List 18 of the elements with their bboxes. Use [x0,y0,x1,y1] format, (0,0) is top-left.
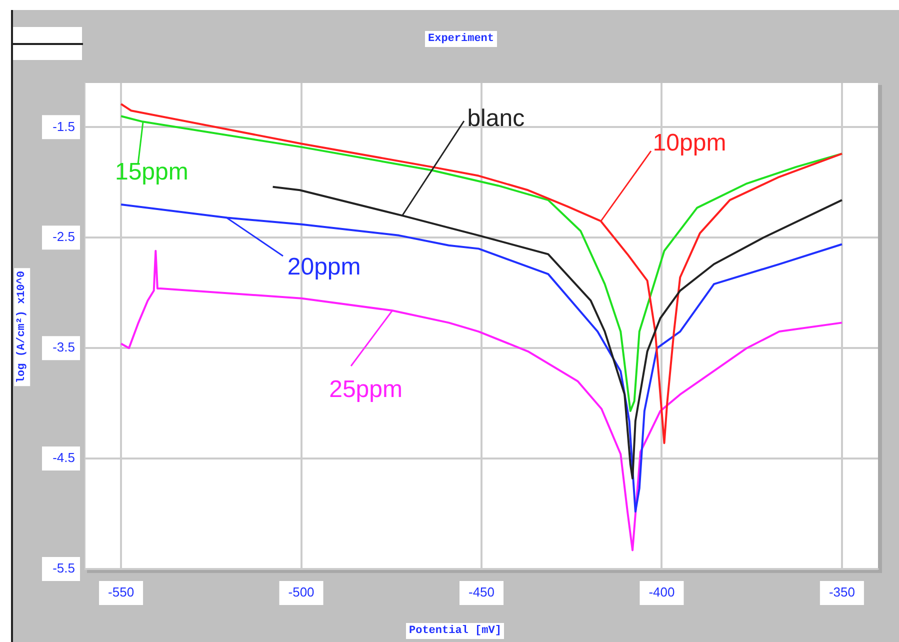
text: blanc [467,105,525,132]
y-tick-label: -2.5 [52,229,75,244]
y-tick-label: -5.5 [52,560,75,576]
x-axis-title: Potential [mV] [406,623,504,639]
y-tick-label: -3.5 [52,340,75,355]
x-tick-label: -500 [288,584,314,600]
x-tick-label: -450 [468,584,495,600]
x-tick-label: -400 [648,584,675,600]
legend-label: 15ppm [114,158,188,186]
legend-label: 25ppm [329,376,402,404]
series-label: 10ppm [652,130,726,157]
y-axis-title: log (A/cm²) x10^0 [14,268,30,386]
series-label: 20ppm [287,253,361,280]
x-tick-label: -350 [828,584,855,600]
x-tick-label: -550 [108,584,134,600]
chart-title: Experiment [425,31,498,47]
y-tick-label: -1.5 [52,118,75,134]
y-tick-label: -4.5 [52,450,75,466]
